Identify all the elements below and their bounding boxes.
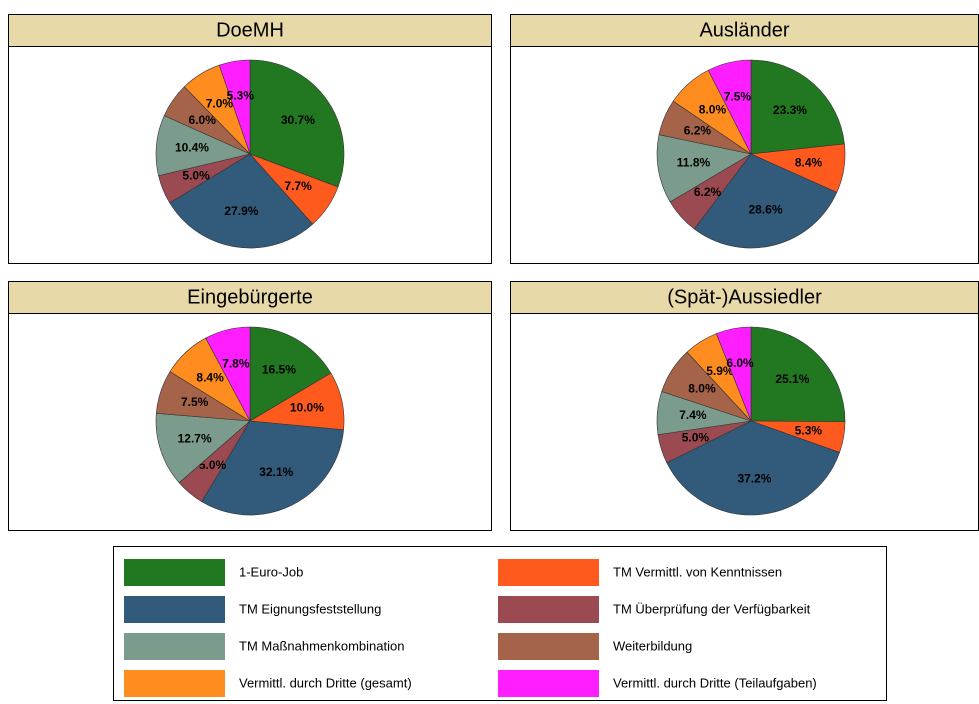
legend-label: Vermittl. durch Dritte (Teilaufgaben) (613, 675, 817, 690)
slice-label: 6.0% (726, 356, 754, 370)
slice-label: 5.3% (795, 423, 823, 437)
pie-slice (249, 59, 345, 188)
slice-label: 30.7% (281, 113, 315, 127)
slice-label: 5.0% (682, 431, 710, 445)
legend-swatch (124, 670, 225, 697)
panel-header (510, 14, 979, 47)
slice-label: 8.4% (795, 155, 823, 169)
panel-title: Eingebürgerte (187, 286, 313, 308)
legend-label: TM Maßnahmenkombination (239, 638, 404, 653)
slice-label: 6.2% (684, 123, 712, 137)
slice-label: 6.0% (189, 113, 217, 127)
slice-label: 10.4% (175, 141, 209, 155)
slice-label: 8.4% (196, 371, 224, 385)
slice-label: 10.0% (290, 400, 324, 414)
legend-swatch (498, 596, 599, 623)
slice-label: 27.9% (224, 204, 258, 218)
slice-label: 37.2% (737, 471, 771, 485)
legend-label: Weiterbildung (613, 638, 692, 653)
legend-swatch (498, 633, 599, 660)
pie-slice (693, 153, 838, 249)
legend-label: Vermittl. durch Dritte (gesamt) (239, 675, 412, 690)
slice-label: 25.1% (775, 372, 809, 386)
pie-slice (707, 59, 752, 155)
panel-title: (Spät-)Aussiedler (667, 286, 822, 308)
pie-slice (656, 134, 752, 203)
slice-label: 5.0% (199, 458, 227, 472)
pie-slice (218, 59, 251, 155)
slice-label: 7.5% (724, 90, 752, 104)
legend-label: TM Eignungsfeststellung (239, 601, 381, 616)
legend-label: 1-Euro-Job (239, 564, 303, 579)
legend-swatch (498, 670, 599, 697)
pie-slice (249, 326, 332, 422)
slice-label: 7.5% (181, 395, 209, 409)
slice-label: 8.0% (688, 382, 716, 396)
pie-slice (169, 153, 314, 249)
slice-label: 7.7% (284, 179, 312, 193)
slice-label: 12.7% (178, 431, 212, 445)
legend-swatch (124, 559, 225, 586)
pie-slice (750, 59, 845, 155)
slice-label: 5.3% (227, 89, 255, 103)
slice-label: 5.0% (182, 168, 210, 182)
slice-label: 7.0% (206, 97, 234, 111)
slice-label: 6.2% (694, 185, 722, 199)
pie-slice (205, 326, 251, 422)
slice-label: 7.4% (679, 408, 707, 422)
legend-label: TM Vermittl. von Kenntnissen (613, 564, 782, 579)
legend-swatch (498, 559, 599, 586)
panel-header (510, 281, 979, 314)
legend-swatch (124, 596, 225, 623)
slice-label: 7.8% (222, 357, 250, 371)
slice-label: 28.6% (748, 203, 782, 217)
panel-title: DoeMH (216, 19, 284, 41)
pie-slice (666, 420, 840, 516)
panel-header (8, 281, 492, 314)
panel-header (8, 14, 492, 47)
pie-slice (201, 420, 344, 516)
slice-label: 16.5% (262, 363, 296, 377)
panel-title: Ausländer (699, 19, 789, 41)
pie-slice (715, 326, 752, 422)
slice-label: 11.8% (677, 156, 711, 170)
legend-swatch (124, 633, 225, 660)
legend-label: TM Überprüfung der Verfügbarkeit (613, 601, 811, 616)
pie-slice (155, 413, 251, 484)
slice-label: 8.0% (699, 102, 727, 116)
pie-slice (750, 326, 846, 423)
slice-label: 23.3% (773, 103, 807, 117)
slice-label: 5.9% (706, 364, 734, 378)
slice-label: 32.1% (259, 465, 293, 479)
